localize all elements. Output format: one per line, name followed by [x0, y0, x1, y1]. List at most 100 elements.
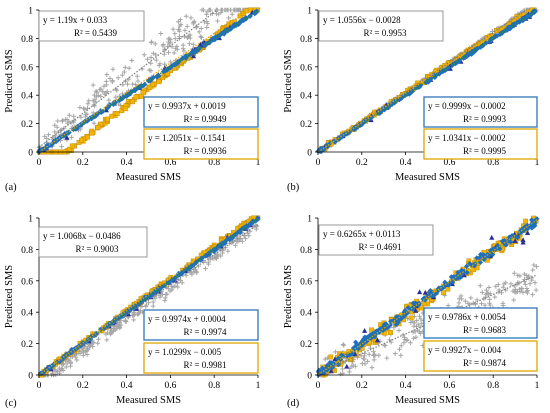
x-tick-label: 0.4	[400, 381, 412, 391]
trendline-blue	[38, 10, 259, 153]
gray-point	[46, 132, 51, 137]
r2-text: R² = 0.9936	[183, 146, 227, 156]
blue-point	[336, 136, 342, 142]
gray-point	[65, 120, 70, 126]
blue-point	[427, 290, 433, 296]
gray-point	[176, 19, 181, 25]
equation-box-frame	[38, 10, 145, 42]
x-tick-label: 1	[256, 381, 261, 391]
gray-point	[207, 7, 213, 13]
gray-point	[52, 122, 58, 128]
equation-box-gold: y = 1.0299x − 0.005 R² = 0.9981	[143, 342, 259, 374]
y-tick-label: 0.8	[300, 35, 312, 45]
gray-point	[191, 19, 197, 24]
gray-point	[376, 352, 382, 358]
gray-point	[523, 282, 528, 287]
gray-point	[153, 52, 159, 58]
gray-point	[71, 114, 76, 119]
blue-point	[50, 362, 56, 368]
blue-point	[422, 297, 428, 303]
equation-text: y = 1.0341x − 0.0002	[428, 133, 506, 143]
gray-point	[80, 353, 86, 358]
gray-point	[176, 27, 182, 32]
blue-point	[433, 290, 439, 296]
x-axis-label: Measured SMS	[116, 395, 181, 406]
gray-point	[350, 363, 356, 369]
blue-point	[483, 253, 490, 259]
gray-point	[524, 273, 529, 278]
navy-point	[64, 134, 70, 140]
equation-box-gold: y = 1.0341x − 0.0002 R² = 0.9995	[423, 128, 538, 160]
gold-point	[445, 286, 451, 292]
y-axis-label: Predicted SMS	[283, 49, 294, 112]
blue-point	[503, 242, 509, 248]
gray-point	[515, 280, 521, 286]
gray-point	[487, 297, 492, 302]
gray-point	[419, 321, 424, 326]
gray-point	[42, 134, 48, 139]
gray-point	[527, 281, 533, 286]
gray-point	[141, 52, 147, 58]
gray-point	[338, 371, 343, 377]
equation-box-frame	[423, 128, 538, 160]
gray-point	[149, 39, 154, 45]
gray-point	[178, 22, 184, 27]
y-axis-label: Predicted SMS	[283, 265, 294, 328]
blue-point	[327, 359, 333, 366]
y-tick-label: 1	[28, 7, 33, 17]
gray-point	[104, 72, 110, 77]
x-tick-label: 0.4	[400, 158, 412, 168]
navy-point	[413, 307, 419, 313]
gray-point	[101, 83, 107, 89]
gray-point	[229, 11, 235, 17]
gray-point	[115, 75, 121, 81]
gray-point	[236, 7, 242, 13]
gray-point	[130, 81, 135, 87]
blue-point	[487, 247, 494, 254]
gray-point	[465, 301, 471, 306]
panel-label: (c)	[5, 398, 17, 409]
gray-point	[532, 280, 538, 285]
blue-point	[397, 315, 403, 321]
blue-point	[437, 69, 443, 75]
gray-point	[485, 291, 490, 296]
gray-point	[402, 337, 408, 342]
gray-point	[503, 280, 508, 286]
gray-point	[67, 112, 72, 118]
gray-point	[179, 280, 185, 286]
equation-box-blue: y = 0.9974x + 0.0004 R² = 0.9974	[143, 309, 259, 341]
gray-point	[486, 285, 492, 290]
x-tick-label: 0.8	[208, 158, 220, 168]
y-tick-label: 0.8	[21, 35, 33, 45]
trendline-gold	[38, 9, 250, 153]
blue-point	[382, 326, 388, 332]
gold-point	[105, 116, 110, 122]
panel-label: (a)	[5, 182, 17, 193]
gray-point	[90, 344, 96, 349]
gray-point	[361, 356, 366, 361]
gray-point	[479, 290, 485, 295]
gray-point	[223, 245, 228, 250]
gray-point	[206, 261, 211, 267]
gray-point	[151, 51, 156, 56]
x-tick-label: 0.6	[164, 158, 176, 168]
gold-point	[114, 111, 120, 116]
y-tick-label: 0.6	[21, 277, 33, 287]
gold-point	[147, 84, 153, 90]
gray-point	[510, 288, 516, 294]
y-tick-label: 1	[28, 215, 33, 225]
gray-point	[411, 335, 416, 341]
blue-point	[405, 305, 411, 311]
gray-point	[525, 290, 530, 296]
x-tick-label: 1	[256, 158, 261, 168]
gray-point	[369, 365, 375, 370]
blue-point	[395, 320, 401, 326]
gray-point	[116, 101, 121, 107]
blue-point	[425, 293, 431, 299]
gray-point	[530, 292, 535, 297]
blue-point	[480, 251, 486, 258]
gray-point	[131, 317, 136, 323]
blue-point	[389, 318, 395, 325]
gold-point	[133, 94, 139, 100]
gray-point	[115, 323, 121, 329]
